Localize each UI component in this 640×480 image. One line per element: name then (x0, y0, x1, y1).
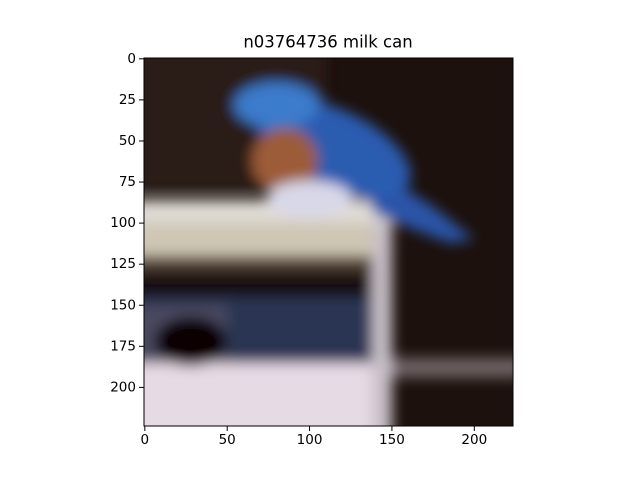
y-tick-label: 75 (119, 174, 136, 190)
y-tick-label: 125 (110, 256, 136, 272)
x-tick-label: 50 (219, 432, 236, 448)
chart-title: n03764736 milk can (243, 33, 412, 52)
y-tick-label: 0 (127, 51, 136, 67)
x-tick-label: 150 (379, 432, 405, 448)
y-tick-label: 150 (110, 297, 136, 313)
y-tick-label: 100 (110, 215, 136, 231)
y-tick-label: 50 (119, 133, 136, 149)
image (144, 58, 513, 426)
x-tick-label: 0 (141, 432, 150, 448)
y-tick-label: 200 (110, 379, 136, 395)
x-tick-label: 100 (297, 432, 323, 448)
axes-frame (143, 57, 514, 427)
y-tick-label: 25 (119, 92, 136, 108)
x-tick-label: 200 (461, 432, 487, 448)
y-tick-label: 175 (110, 338, 136, 354)
